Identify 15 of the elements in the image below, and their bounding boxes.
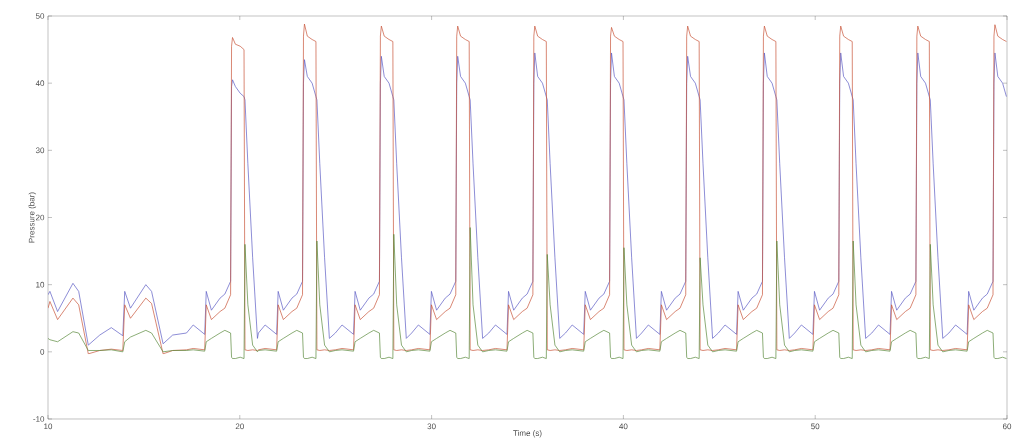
- y-tick-label: 10: [36, 281, 45, 288]
- y-tick-label: 50: [35, 13, 45, 19]
- y-tick-label: 30: [35, 147, 45, 154]
- y-tick-label: 0: [40, 349, 45, 355]
- y-tick-label: -10: [33, 416, 45, 422]
- x-tick-label: 10: [44, 423, 53, 430]
- x-tick-label: 20: [235, 423, 244, 430]
- x-tick-label: 60: [1002, 423, 1012, 430]
- line-series: [48, 227, 1007, 359]
- y-tick-label: 40: [35, 80, 45, 86]
- x-axis-title: Time (s): [513, 430, 542, 438]
- x-tick-label: 40: [619, 423, 628, 430]
- x-tick-label: 30: [427, 423, 436, 430]
- y-tick-label: 20: [35, 214, 45, 221]
- x-tick-label: 50: [811, 423, 820, 430]
